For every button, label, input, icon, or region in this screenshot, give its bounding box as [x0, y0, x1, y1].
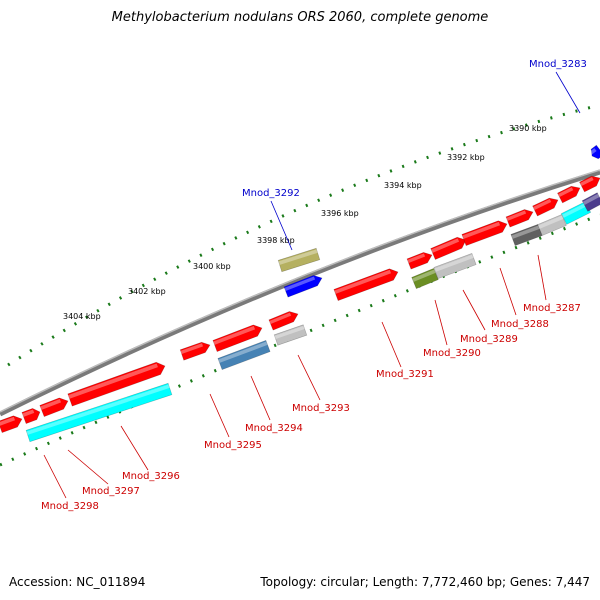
gene-label[interactable]: Mnod_3283: [529, 59, 587, 70]
gene-feature[interactable]: [579, 175, 600, 193]
gene-feature-highlight: [22, 409, 35, 417]
gene-feature[interactable]: [0, 415, 23, 433]
gene-feature-highlight: [278, 249, 318, 265]
gene-feature-highlight: [431, 238, 460, 253]
gene-feature[interactable]: [581, 192, 600, 212]
gene-feature[interactable]: [557, 185, 581, 204]
genome-backbone-highlight: [0, 169, 600, 413]
gene-feature[interactable]: [217, 340, 271, 370]
leader-line: [434, 299, 448, 346]
gene-label[interactable]: Mnod_3293: [292, 403, 350, 414]
leader-line: [555, 71, 581, 114]
gene-feature-highlight: [269, 312, 292, 325]
gene-label[interactable]: Mnod_3290: [423, 348, 481, 359]
gene-label[interactable]: Mnod_3291: [376, 369, 434, 380]
gene-feature-highlight: [506, 210, 527, 221]
accession-text: Accession: NC_011894: [9, 575, 146, 589]
gene-feature-highlight: [558, 187, 574, 197]
gene-label[interactable]: Mnod_3292: [242, 188, 300, 199]
gene-features: [0, 144, 600, 443]
gene-feature[interactable]: [505, 209, 534, 228]
gene-feature-highlight: [462, 221, 501, 239]
map-title: Methylobacterium nodulans ORS 2060, comp…: [111, 10, 489, 25]
leader-line: [462, 289, 486, 331]
gene-feature-highlight: [68, 363, 158, 399]
gene-feature-highlight: [218, 341, 268, 363]
gene-feature-highlight: [589, 148, 597, 156]
kbp-label: 3394 kbp: [384, 181, 422, 190]
gene-feature-highlight: [334, 269, 392, 294]
leader-line: [270, 200, 293, 251]
gene-feature[interactable]: [537, 214, 567, 236]
gene-label[interactable]: Mnod_3289: [460, 334, 518, 345]
gene-feature-highlight: [580, 177, 594, 186]
gene-feature[interactable]: [461, 220, 508, 246]
gene-label[interactable]: Mnod_3294: [245, 423, 303, 434]
gene-feature[interactable]: [590, 144, 600, 160]
gene-feature-highlight: [407, 253, 426, 263]
gene-feature[interactable]: [21, 408, 41, 424]
leader-line: [297, 354, 321, 401]
leader-line: [250, 375, 271, 421]
leader-lines: [43, 71, 581, 499]
gene-feature[interactable]: [25, 382, 173, 443]
gene-feature-highlight: [0, 416, 16, 426]
gene-feature-highlight: [213, 326, 256, 345]
gene-feature[interactable]: [532, 197, 559, 217]
gene-feature-highlight: [274, 325, 305, 339]
gene-label[interactable]: Mnod_3288: [491, 319, 549, 330]
gene-feature[interactable]: [268, 311, 299, 331]
kbp-label: 3398 kbp: [257, 236, 295, 245]
gene-feature[interactable]: [333, 268, 399, 301]
gene-feature-highlight: [412, 269, 436, 282]
kbp-label: 3402 kbp: [128, 287, 166, 296]
leader-line: [537, 254, 547, 301]
gene-feature-highlight: [533, 199, 552, 210]
genome-stats-text: Topology: circular; Length: 7,772,460 bp…: [260, 575, 590, 589]
gene-label[interactable]: Mnod_3298: [41, 501, 99, 512]
kbp-labels: 3390 kbp 3392 kbp 3394 kbp 3396 kbp 3398…: [63, 124, 547, 321]
leader-line: [67, 449, 109, 485]
gene-feature-highlight: [582, 193, 600, 205]
gene-feature-highlight: [561, 202, 588, 218]
gene-feature-highlight: [538, 215, 564, 229]
gene-feature[interactable]: [212, 324, 263, 352]
genome-backbone: [0, 169, 600, 417]
gene-feature[interactable]: [273, 324, 308, 346]
gene-label[interactable]: Mnod_3297: [82, 486, 140, 497]
gene-feature[interactable]: [67, 361, 166, 407]
gene-feature[interactable]: [179, 341, 211, 361]
gene-feature[interactable]: [283, 275, 323, 298]
gene-feature-highlight: [434, 254, 474, 272]
gene-feature[interactable]: [411, 268, 439, 289]
kbp-label: 3390 kbp: [509, 124, 547, 133]
gene-label[interactable]: Mnod_3296: [122, 471, 180, 482]
leader-line: [381, 321, 402, 368]
gene-label[interactable]: Mnod_3287: [523, 303, 581, 314]
kbp-label: 3392 kbp: [447, 153, 485, 162]
gene-feature[interactable]: [433, 253, 477, 279]
gene-feature-highlight: [40, 399, 62, 410]
gene-feature-highlight: [180, 343, 204, 354]
leader-line: [43, 454, 67, 499]
leader-line: [209, 393, 230, 438]
leader-line: [499, 267, 517, 316]
gene-feature-highlight: [26, 384, 170, 435]
gene-feature[interactable]: [39, 397, 69, 417]
gene-label[interactable]: Mnod_3295: [204, 440, 262, 451]
gene-labels: Mnod_3283 Mnod_3292 Mnod_3287 Mnod_3288 …: [41, 59, 587, 512]
kbp-label: 3396 kbp: [321, 209, 359, 218]
gene-feature[interactable]: [277, 247, 321, 273]
gene-feature[interactable]: [406, 252, 433, 270]
gene-feature[interactable]: [510, 224, 543, 246]
gene-feature-highlight: [284, 276, 316, 291]
kbp-label: 3404 kbp: [63, 312, 101, 321]
gene-feature[interactable]: [430, 236, 467, 260]
kbp-label: 3400 kbp: [193, 262, 231, 271]
leader-line: [120, 425, 149, 471]
gene-feature-highlight: [511, 225, 540, 239]
